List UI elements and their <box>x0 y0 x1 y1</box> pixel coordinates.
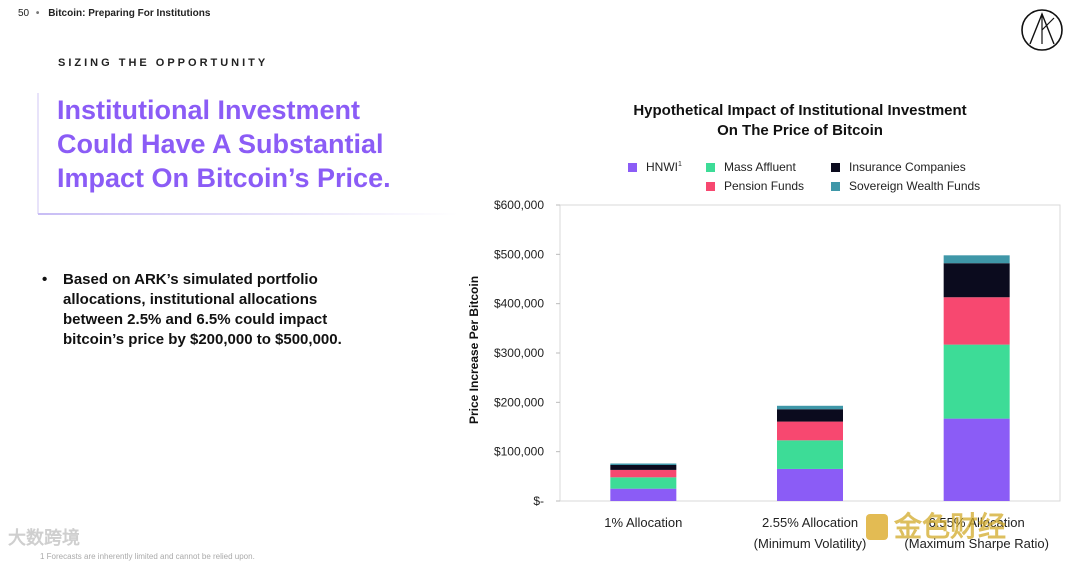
y-axis-label: Price Increase Per Bitcoin <box>467 276 481 424</box>
legend-swatch-mass-affluent <box>706 163 715 172</box>
x-tick-label: 1% Allocation <box>604 515 682 530</box>
section-kicker: SIZING THE OPPORTUNITY <box>58 57 269 69</box>
legend-item-mass-affluent: Mass Affluent <box>706 160 796 174</box>
header-separator: • <box>35 8 40 19</box>
headline-side-rule <box>37 93 39 214</box>
bar-segment-mass-affluent <box>610 477 677 489</box>
y-tick-label: $300,000 <box>494 346 544 360</box>
bar-segment-mass-affluent <box>777 440 843 469</box>
watermark-logo-icon <box>866 514 888 540</box>
y-tick-label: $400,000 <box>494 297 544 311</box>
x-tick-label: (Minimum Volatility) <box>754 536 867 551</box>
y-tick-label: $600,000 <box>494 198 544 212</box>
legend-swatch-hnwi <box>628 163 637 172</box>
x-tick-label: 6.55% Allocation <box>929 515 1025 530</box>
bar-segment-hnwi <box>943 418 1010 501</box>
y-tick-label: $500,000 <box>494 247 544 261</box>
bullet-text: Based on ARK’s simulated portfolio alloc… <box>63 271 342 348</box>
legend-label-pension-funds: Pension Funds <box>724 179 805 193</box>
legend-swatch-sovereign <box>831 182 840 191</box>
bar-segment-insurance <box>943 263 1010 298</box>
legend-item-pension-funds: Pension Funds <box>706 179 804 193</box>
legend-label-sovereign: Sovereign Wealth Funds <box>849 179 981 193</box>
legend-label-insurance: Insurance Companies <box>849 160 966 174</box>
bullet-point: • Based on ARK’s simulated portfolio all… <box>42 270 372 350</box>
headline-divider <box>38 213 458 215</box>
ark-logo-icon <box>1021 9 1063 51</box>
page-header: 50 • Bitcoin: Preparing For Institutions <box>18 8 210 19</box>
bar-segment-insurance <box>777 409 843 422</box>
bar-segment-sovereign <box>610 463 677 465</box>
page-headline: Institutional Investment Could Have A Su… <box>57 95 391 193</box>
bar-segment-pension-funds <box>610 469 677 478</box>
watermark-left: 大数跨境 <box>8 528 80 548</box>
bullet-mark: • <box>42 271 48 288</box>
y-tick-label: $200,000 <box>494 395 544 409</box>
bar-segment-pension-funds <box>777 421 843 441</box>
chart-title-line-1: Hypothetical Impact of Institutional Inv… <box>633 102 967 119</box>
bar-segment-sovereign <box>943 255 1010 264</box>
bar-segment-hnwi <box>610 488 677 501</box>
legend-item-sovereign: Sovereign Wealth Funds <box>831 179 980 193</box>
bar-segment-mass-affluent <box>943 344 1010 419</box>
legend-item-hnwi: HNWI1 <box>628 160 682 174</box>
legend-swatch-insurance <box>831 163 840 172</box>
chart-title-line-2: On The Price of Bitcoin <box>717 122 883 139</box>
y-tick-label: $100,000 <box>494 445 544 459</box>
watermark-right: 金色财经 <box>866 505 1006 545</box>
legend-item-insurance: Insurance Companies <box>831 160 966 174</box>
footnote: 1 Forecasts are inherently limited and c… <box>40 552 255 561</box>
y-tick-label: $- <box>533 494 544 508</box>
x-tick-label: 2.55% Allocation <box>762 515 858 530</box>
legend-label-mass-affluent: Mass Affluent <box>724 160 796 174</box>
legend-swatch-pension-funds <box>706 182 715 191</box>
page-number: 50 <box>18 8 30 19</box>
bar-segment-insurance <box>610 464 677 470</box>
bar-segment-hnwi <box>777 468 843 501</box>
chart-title: Hypothetical Impact of Institutional Inv… <box>600 101 1000 141</box>
legend-footnote-hnwi: 1 <box>678 161 682 168</box>
bar-segment-sovereign <box>777 405 843 410</box>
report-title: Bitcoin: Preparing For Institutions <box>48 8 211 19</box>
bar-segment-pension-funds <box>943 297 1010 345</box>
legend-label-hnwi: HNWI <box>646 160 678 174</box>
x-tick-label: (Maximum Sharpe Ratio) <box>904 536 1049 551</box>
